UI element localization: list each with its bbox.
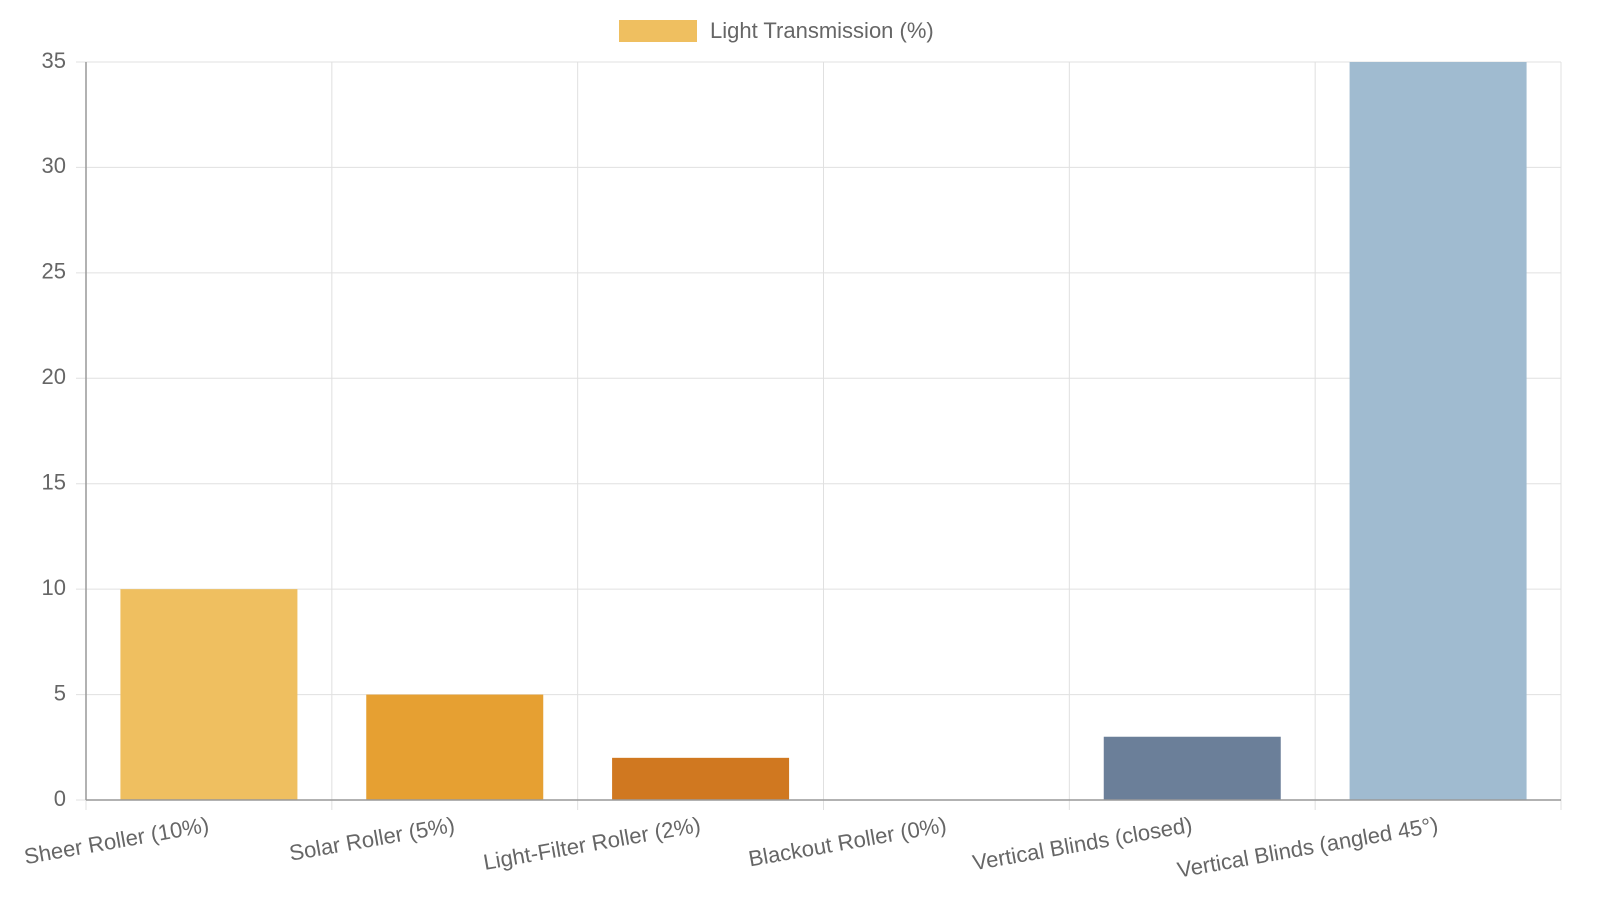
y-tick-label: 0 (54, 786, 66, 811)
bar (1103, 736, 1281, 800)
bar (120, 589, 298, 800)
y-tick-label: 10 (42, 575, 66, 600)
y-tick-label: 25 (42, 259, 66, 284)
y-tick-label: 20 (42, 364, 66, 389)
bar (366, 694, 544, 800)
x-tick-label: Light-Filter Roller (2%) (481, 812, 702, 875)
y-tick-label: 35 (42, 48, 66, 73)
x-tick-label: Vertical Blinds (angled 45°) (1175, 812, 1440, 883)
y-tick-label: 30 (42, 153, 66, 178)
y-tick-label: 15 (42, 470, 66, 495)
x-tick-label: Blackout Roller (0%) (746, 812, 948, 871)
legend-label: Light Transmission (%) (710, 18, 934, 43)
bar (612, 757, 790, 800)
x-tick-label: Sheer Roller (10%) (22, 812, 211, 869)
x-tick-label: Vertical Blinds (closed) (971, 812, 1195, 875)
y-tick-label: 5 (54, 680, 66, 705)
legend-swatch (619, 20, 697, 42)
x-tick-label: Solar Roller (5%) (287, 812, 456, 866)
bar (1349, 62, 1527, 800)
